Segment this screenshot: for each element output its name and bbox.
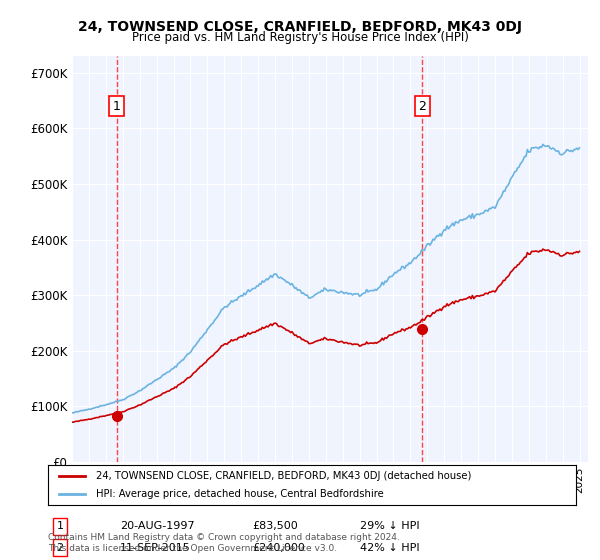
Text: 42% ↓ HPI: 42% ↓ HPI: [360, 543, 419, 553]
Text: 2: 2: [418, 100, 426, 113]
Text: 24, TOWNSEND CLOSE, CRANFIELD, BEDFORD, MK43 0DJ: 24, TOWNSEND CLOSE, CRANFIELD, BEDFORD, …: [78, 20, 522, 34]
Text: 1: 1: [113, 100, 121, 113]
Text: 1: 1: [56, 521, 64, 531]
Text: 24, TOWNSEND CLOSE, CRANFIELD, BEDFORD, MK43 0DJ (detached house): 24, TOWNSEND CLOSE, CRANFIELD, BEDFORD, …: [95, 471, 471, 481]
Text: Price paid vs. HM Land Registry's House Price Index (HPI): Price paid vs. HM Land Registry's House …: [131, 31, 469, 44]
Text: 11-SEP-2015: 11-SEP-2015: [120, 543, 191, 553]
Text: 2: 2: [56, 543, 64, 553]
Text: HPI: Average price, detached house, Central Bedfordshire: HPI: Average price, detached house, Cent…: [95, 489, 383, 499]
Text: Contains HM Land Registry data © Crown copyright and database right 2024.
This d: Contains HM Land Registry data © Crown c…: [48, 533, 400, 553]
Text: £240,000: £240,000: [252, 543, 305, 553]
Text: 29% ↓ HPI: 29% ↓ HPI: [360, 521, 419, 531]
Text: 20-AUG-1997: 20-AUG-1997: [120, 521, 194, 531]
Text: £83,500: £83,500: [252, 521, 298, 531]
